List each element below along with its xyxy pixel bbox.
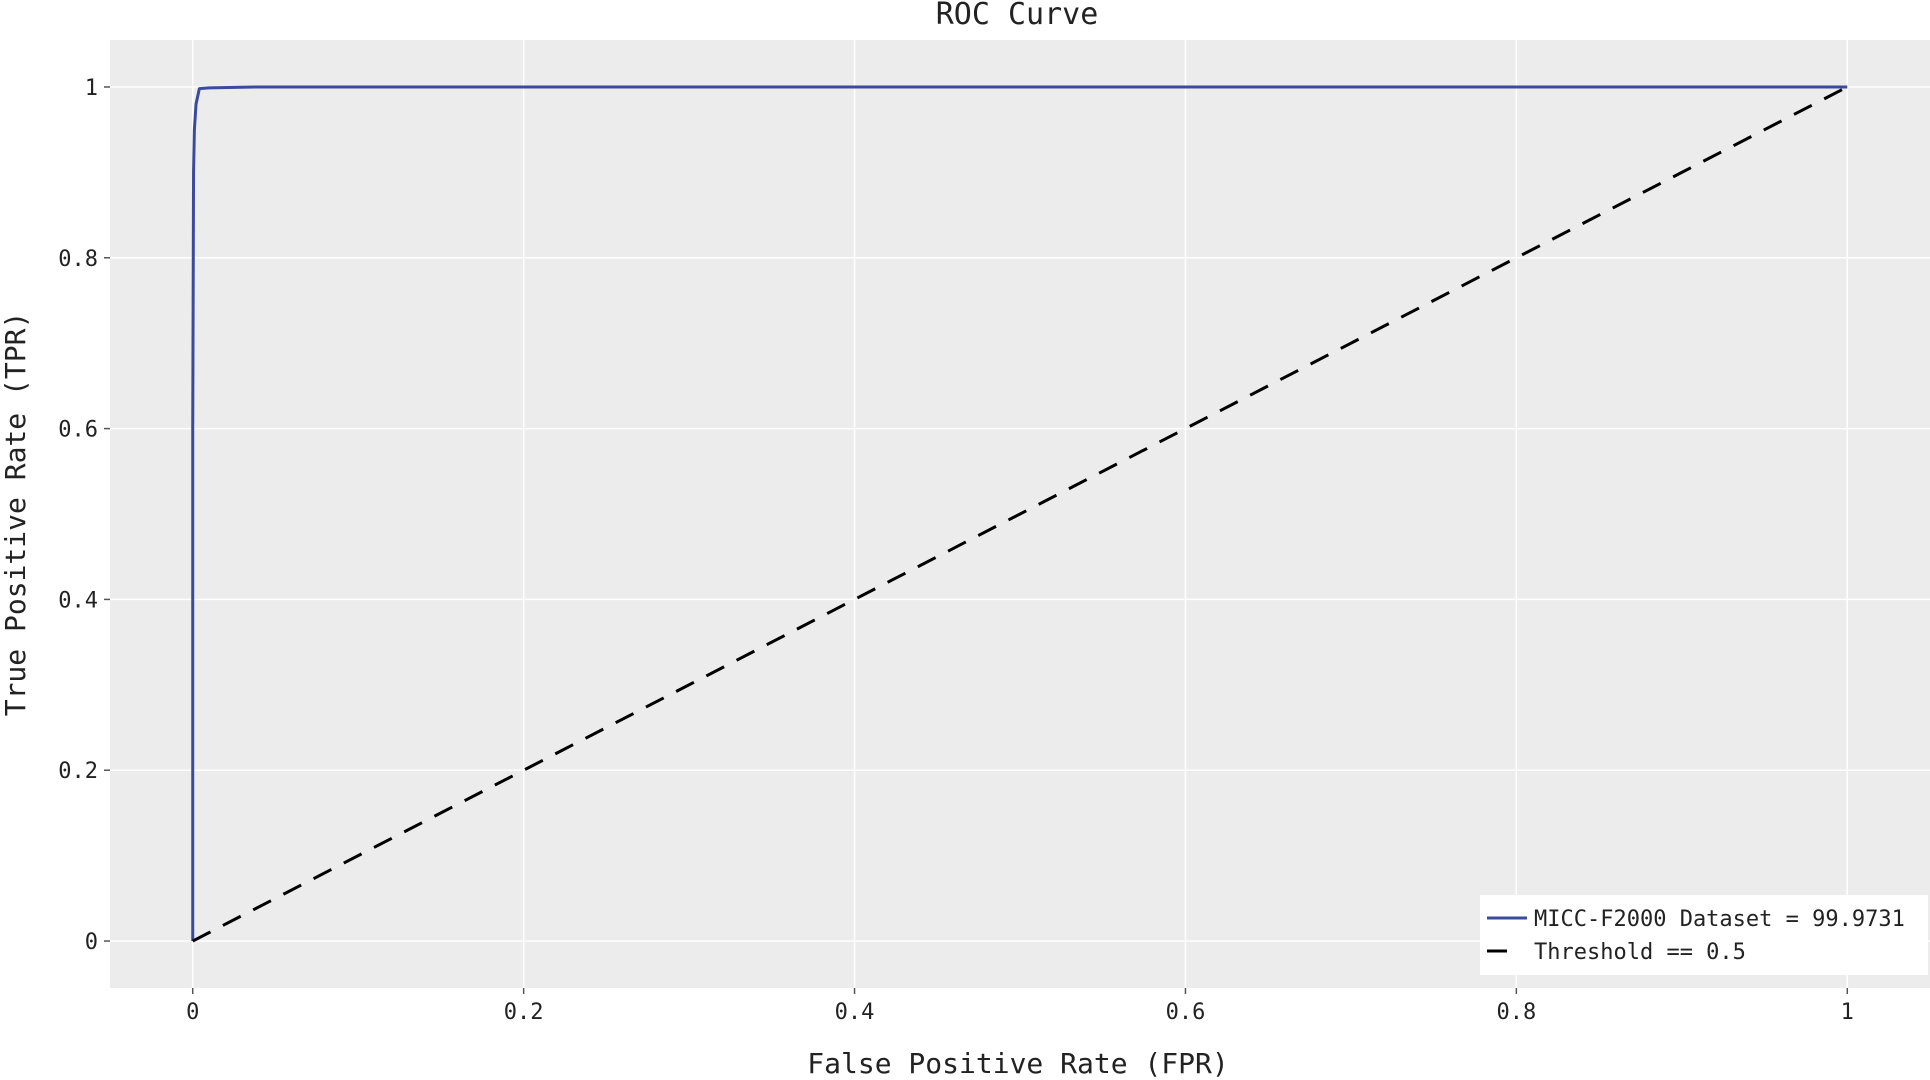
- y-tick-label-4: 0.8: [58, 247, 98, 272]
- y-tick-label-5: 1: [85, 76, 98, 101]
- x-tick-label-5: 1: [1841, 1000, 1854, 1025]
- legend-box: [1480, 895, 1928, 975]
- y-tick-label-3: 0.6: [58, 418, 98, 443]
- legend-label-threshold: Threshold == 0.5: [1534, 940, 1746, 965]
- x-tick-label-0: 0: [186, 1000, 199, 1025]
- legend-label-roc: MICC-F2000 Dataset = 99.9731: [1534, 907, 1905, 932]
- x-axis-title: False Positive Rate (FPR): [807, 1047, 1228, 1080]
- y-tick-label-0: 0: [85, 930, 98, 955]
- data-series: [191, 85, 1848, 943]
- chart-title: ROC Curve: [936, 0, 1099, 32]
- x-tick-label-2: 0.4: [835, 1000, 875, 1025]
- x-tick-label-3: 0.6: [1166, 1000, 1206, 1025]
- roc-curve-line: [191, 85, 1848, 942]
- x-tick-label-4: 0.8: [1496, 1000, 1536, 1025]
- y-tick-label-2: 0.4: [58, 588, 98, 613]
- y-tick-label-1: 0.2: [58, 759, 98, 784]
- legend: MICC-F2000 Dataset = 99.9731 Threshold =…: [1480, 895, 1928, 975]
- axis-ticks: 0 0.2 0.4 0.6 0.8 1 0 0.2 0.4 0.6 0.8 1: [58, 76, 1854, 1025]
- y-axis-title: True Positive Rate (TPR): [0, 312, 32, 717]
- threshold-line: [192, 85, 1848, 943]
- x-tick-label-1: 0.2: [504, 1000, 544, 1025]
